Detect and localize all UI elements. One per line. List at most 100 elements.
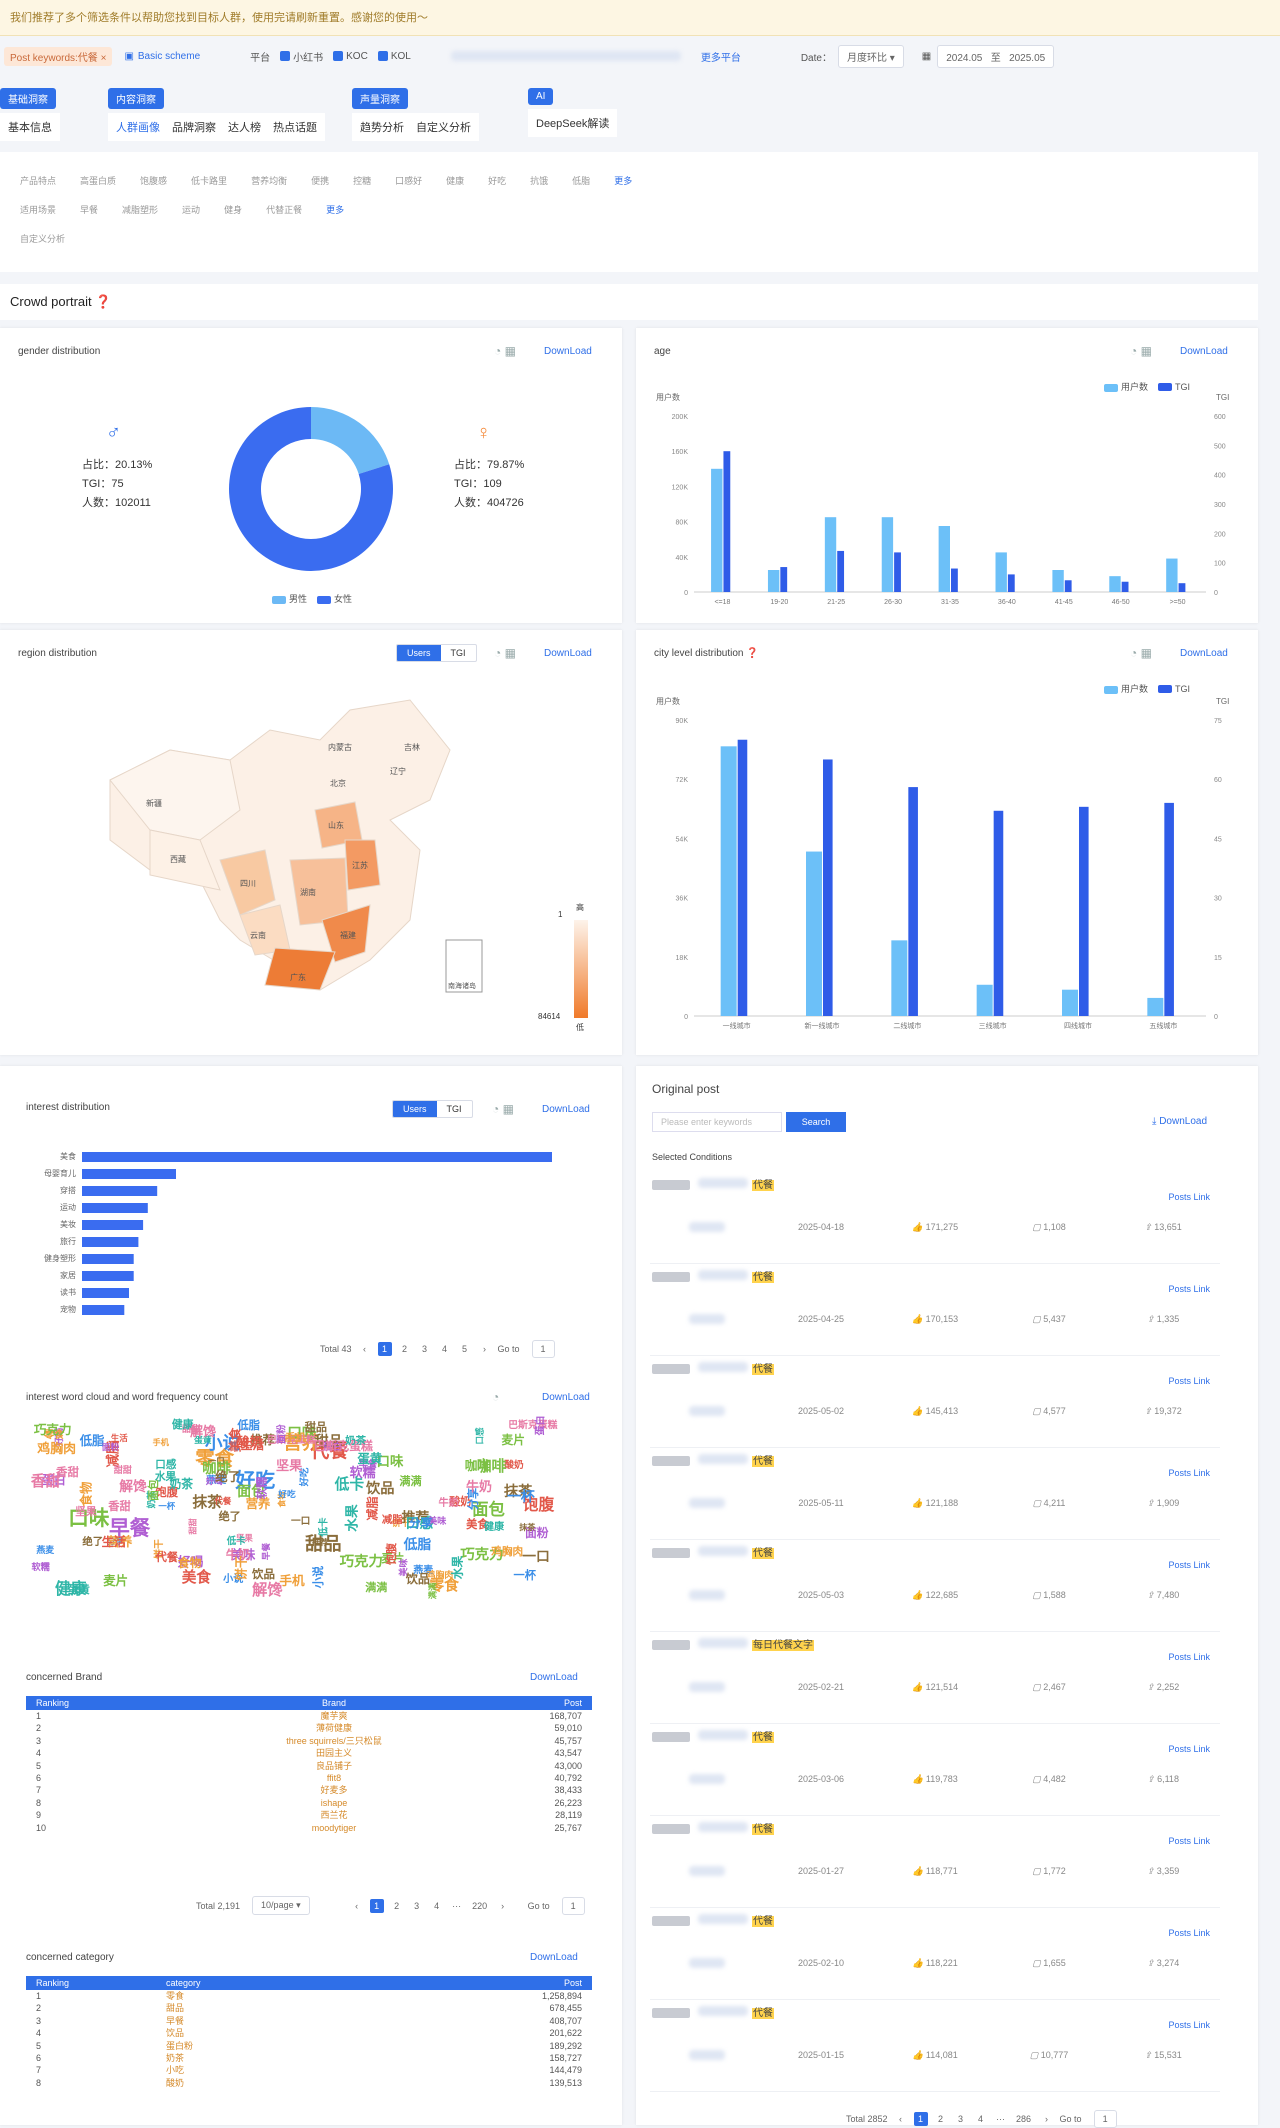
word-cloud-word[interactable]: 甜甜 [188,1517,198,1535]
word-cloud-word[interactable]: 口味 [68,1506,110,1530]
word-cloud-word[interactable]: 咖啡 [476,1458,507,1475]
word-cloud-word[interactable]: 奶茶 [169,1477,194,1491]
next-page-icon[interactable]: › [501,1900,505,1911]
page-last[interactable]: 286 [1016,2114,1032,2124]
bar-tgi[interactable] [951,568,958,592]
word-cloud-word[interactable]: 甜甜 [182,1424,201,1434]
word-cloud-word[interactable]: 减脂 [366,1495,381,1521]
word-cloud-word[interactable]: 面粉 [101,1442,120,1452]
table-row[interactable]: 5 良品铺子 43,000 [26,1760,592,1772]
page-3[interactable]: 3 [422,1344,428,1354]
word-cloud-word[interactable]: 面包 [472,1501,505,1520]
legend-tgi[interactable]: TGI [1158,684,1190,694]
search-button[interactable]: Search [786,1112,846,1132]
word-cloud-word[interactable]: 香甜 [30,1473,61,1490]
word-cloud-word[interactable]: 食物 [79,1481,94,1506]
word-cloud-word[interactable]: 坚果 [75,1506,97,1519]
word-cloud-word[interactable]: 坚果 [276,1458,303,1474]
interest-bar[interactable] [82,1271,134,1281]
word-cloud-word[interactable]: 甜品 [314,1434,343,1451]
page-1[interactable]: 1 [377,1342,392,1356]
word-cloud-word[interactable]: 好吃 [235,1470,276,1493]
word-cloud-word[interactable]: 面包 [237,1483,266,1500]
goto-input[interactable]: 1 [561,1896,585,1915]
word-cloud-word[interactable]: 健康 [55,1580,87,1598]
word-cloud-word[interactable]: 减脂 [381,1514,403,1526]
word-cloud-word[interactable]: 小说 [223,1574,244,1586]
word-cloud-word[interactable]: 推荐 [250,1433,275,1448]
word-cloud-word[interactable]: 美食 [228,1427,243,1453]
page-2[interactable]: 2 [938,2114,944,2124]
name-cell[interactable]: 西兰花 [320,1810,348,1821]
word-cloud-word[interactable]: 饮品 [405,1572,430,1587]
category-option[interactable]: 早餐 [80,205,99,215]
word-cloud-word[interactable]: 燕麦 [206,1474,227,1486]
category-option[interactable]: 低卡路里 [191,176,228,186]
tab-crowd-portrait[interactable]: 人群画像 [116,122,160,134]
word-cloud-word[interactable]: 水果 [344,1504,360,1532]
word-cloud-word[interactable]: 解馋 [189,1423,217,1439]
table-row[interactable]: 7 小吃 144,479 [26,2064,592,2076]
word-cloud-word[interactable]: 生活 [240,1439,265,1453]
word-cloud-word[interactable]: 口感 [155,1459,177,1472]
category-option[interactable]: 好吃 [488,176,507,186]
category-option[interactable]: 口感好 [395,176,423,186]
post-link[interactable]: Posts Link [1168,1192,1210,1202]
word-cloud-word[interactable]: 抹茶 [519,1522,536,1532]
word-cloud-word[interactable]: 推荐 [311,1538,329,1547]
legend-tgi[interactable]: TGI [1158,382,1190,392]
word-cloud-word[interactable]: 牛奶 [438,1498,459,1510]
interest-bar[interactable] [82,1288,129,1298]
table-row[interactable]: 7 好麦多 38,433 [26,1784,592,1796]
word-cloud-word[interactable]: 一杯 [158,1501,176,1512]
word-cloud-word[interactable]: 牛奶 [225,1547,251,1562]
category-option[interactable]: 减脂塑形 [122,205,159,215]
legend-female[interactable]: 女性 [317,592,352,605]
word-cloud-word[interactable]: 燕麦 [36,1544,55,1555]
word-cloud-word[interactable]: 低卡 [318,1517,330,1537]
chart-type-icon[interactable]: ◔ ▦ [492,1102,514,1116]
word-cloud-word[interactable]: 抹茶 [192,1494,222,1511]
word-cloud-word[interactable]: 抹茶 [503,1483,533,1500]
word-cloud-word[interactable]: 低脂 [237,1420,260,1433]
word-cloud-word[interactable]: 代餐 [155,1551,179,1564]
word-cloud-word[interactable]: 蛋白 [322,1442,343,1454]
word-cloud-word[interactable]: 好喝 [205,1475,223,1486]
table-row[interactable]: 5 蛋白粉 189,292 [26,2040,592,2052]
bar-users[interactable] [995,552,1007,592]
prev-page-icon[interactable]: ‹ [355,1900,359,1911]
word-cloud-word[interactable]: 早餐 [358,1458,378,1469]
word-cloud-word[interactable]: 奶茶 [345,1435,367,1447]
word-cloud-word[interactable]: 甜品 [305,1534,342,1555]
toggle-users[interactable]: Users [397,645,441,661]
word-cloud-word[interactable]: 巴斯克蛋糕 [313,1439,373,1454]
table-row[interactable]: 2 薄荷健康 59,010 [26,1722,592,1734]
table-row[interactable]: 10 moodytiger 25,767 [26,1822,592,1834]
category-option[interactable]: 高蛋白质 [80,176,117,186]
legend-users[interactable]: 用户数 [1104,682,1148,695]
name-cell[interactable]: ishape [320,1797,348,1808]
word-cloud-word[interactable]: 酸奶 [449,1495,472,1508]
word-cloud-word[interactable]: 口味 [287,1425,317,1442]
word-cloud-word[interactable]: 低脂 [403,1535,432,1552]
table-row[interactable]: 4 田园主义 43,547 [26,1747,592,1759]
word-cloud-word[interactable]: 零食 [195,1448,235,1471]
table-row[interactable]: 8 酸奶 139,513 [26,2077,592,2089]
word-cloud-word[interactable]: 绝了 [215,1469,241,1484]
post-link[interactable]: Posts Link [1168,1468,1210,1478]
category-more-link[interactable]: 更多 [326,205,345,215]
legend-users[interactable]: 用户数 [1104,380,1148,393]
post-link[interactable]: Posts Link [1168,1928,1210,1938]
table-row[interactable]: 3 three squirrels/三只松鼠 45,757 [26,1735,592,1747]
category-option[interactable]: 抗饿 [530,176,549,186]
word-cloud-word[interactable]: 软糯 [256,1477,269,1500]
bar-users[interactable] [1062,989,1078,1016]
post-title[interactable]: 代餐 [698,1544,774,1559]
post-link[interactable]: Posts Link [1168,2020,1210,2030]
bar-users[interactable] [720,746,737,1016]
bar-users[interactable] [824,517,837,592]
tab-brand-insight[interactable]: 品牌洞察 [172,122,216,134]
word-cloud-word[interactable]: 一杯 [506,1487,535,1504]
next-page-icon[interactable]: › [483,1344,487,1354]
word-cloud-word[interactable]: 满满 [399,1476,422,1489]
